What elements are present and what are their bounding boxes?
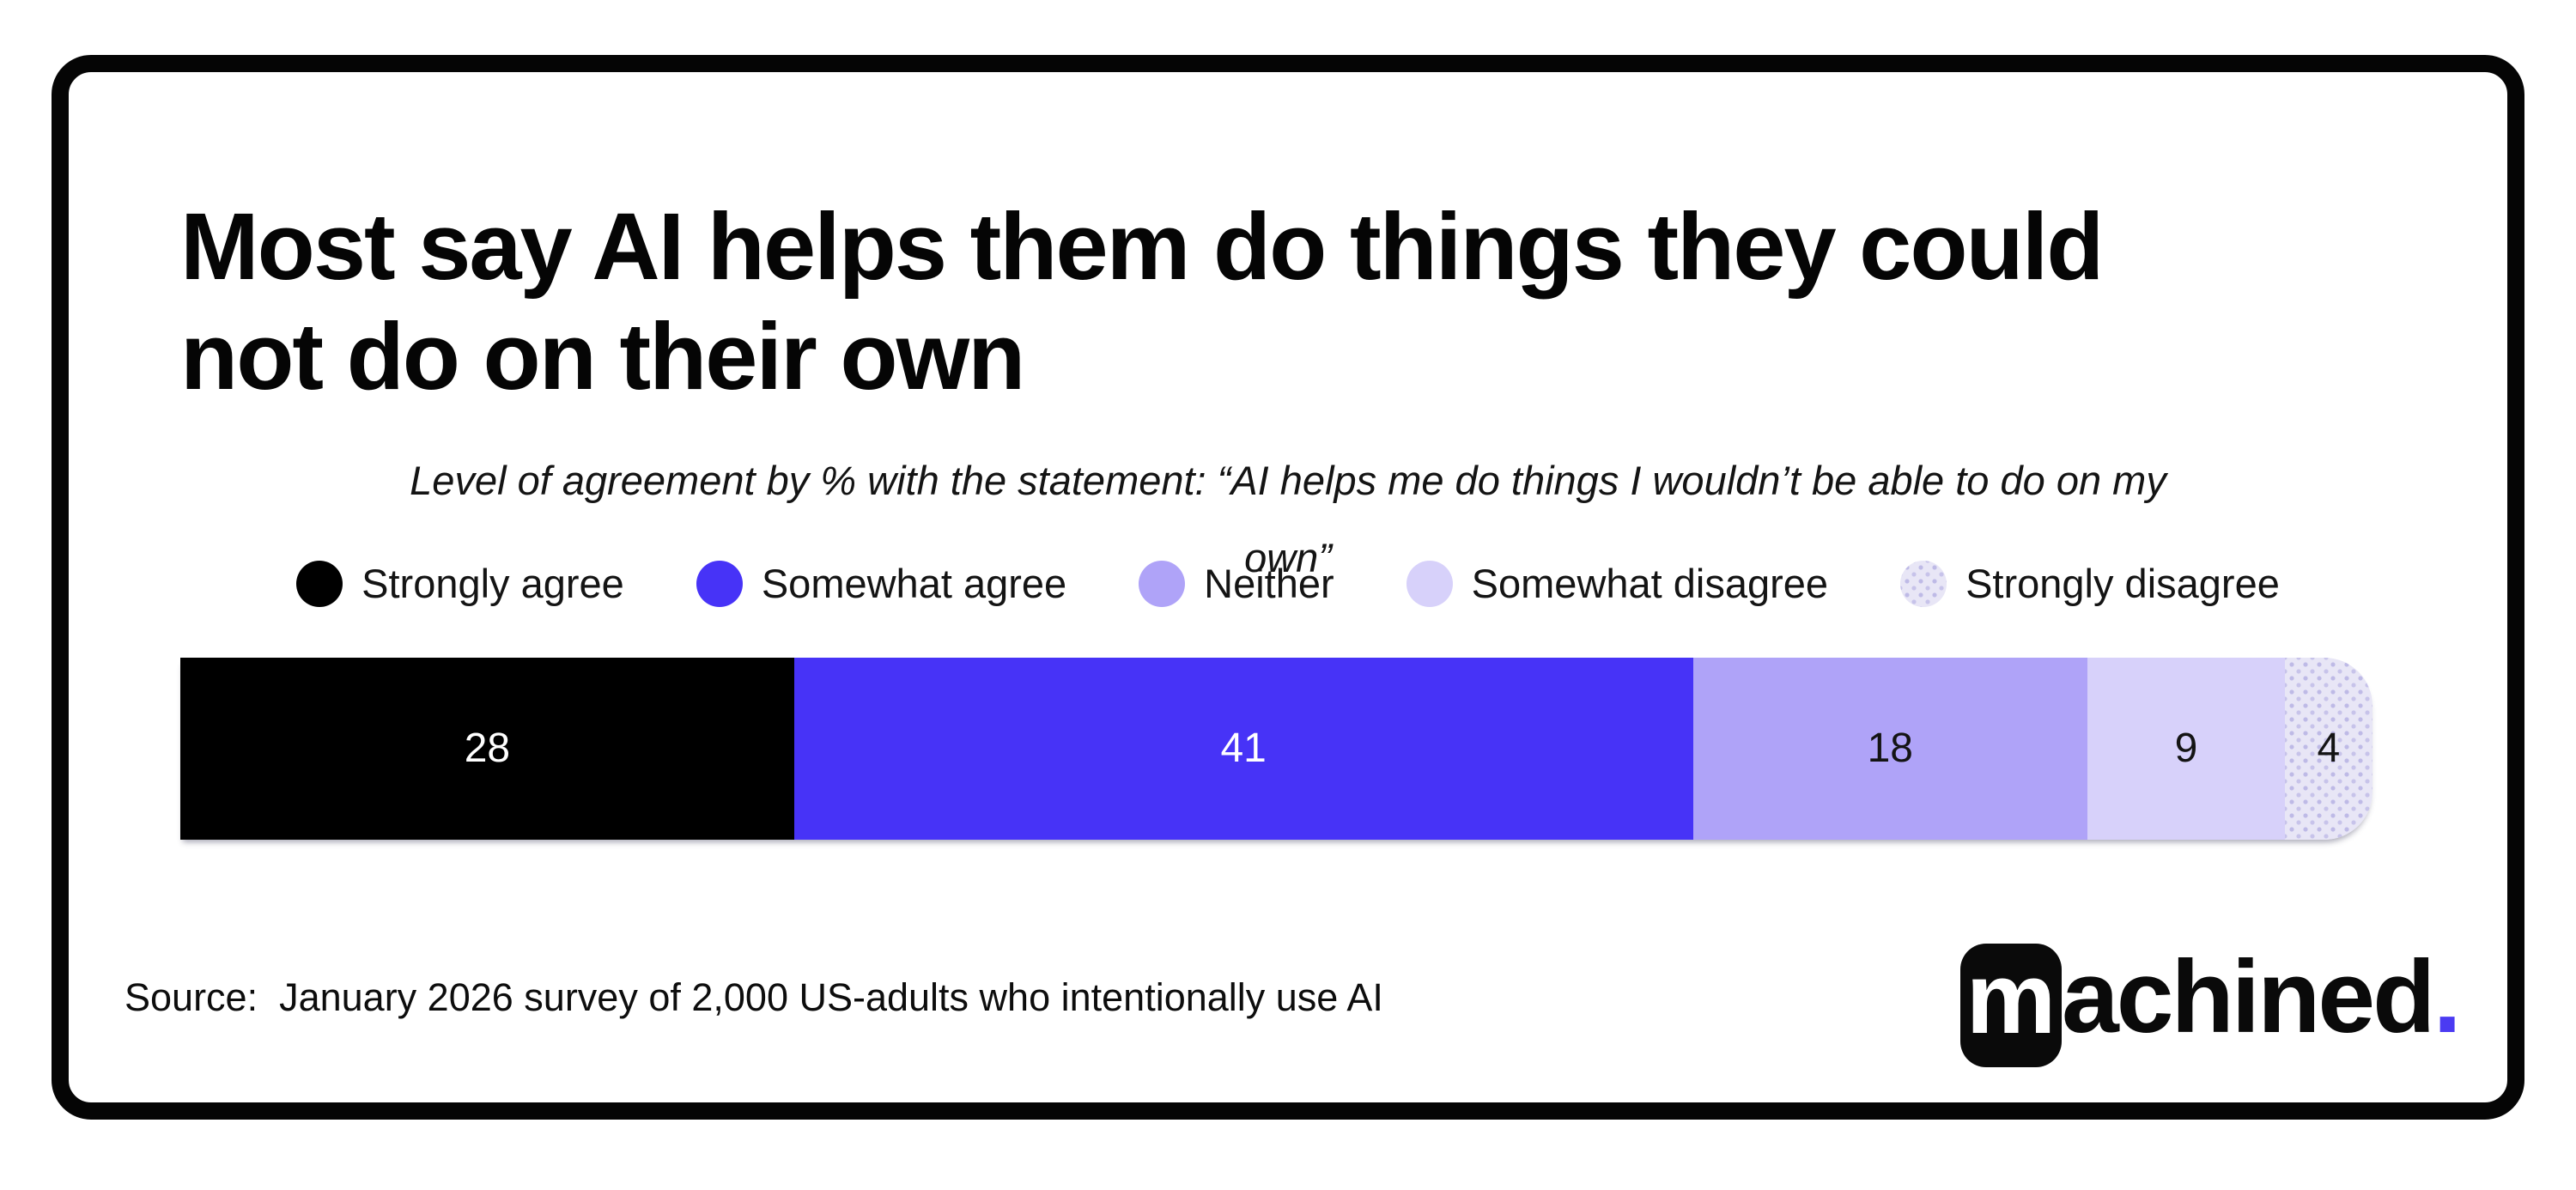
title-line-1: Most say AI helps them do things they co… [180, 193, 2105, 300]
legend-item: Strongly disagree [1900, 560, 2280, 607]
bar-segment: 28 [180, 658, 794, 840]
stacked-bar: 28 41 18 9 4 [180, 658, 2372, 840]
title-line-2: not do on their own [180, 303, 1025, 410]
logo-period: . [2433, 939, 2462, 1054]
border-frame [52, 55, 2524, 1120]
legend-item: Somewhat disagree [1406, 560, 1828, 607]
brand-logo: m achined . [1960, 943, 2462, 1068]
bar-segment: 18 [1692, 658, 2088, 840]
legend-dot-icon [1406, 560, 1453, 607]
bar-segment-label: 41 [1220, 726, 1267, 771]
legend: Strongly agree Somewhat agree Neither Somew… [0, 560, 2576, 607]
logo-m-letter: m [1965, 942, 2057, 1055]
bar-segment-label: 18 [1867, 726, 1913, 771]
subtitle-line-1: Level of agreement by % with the stateme… [410, 458, 2166, 503]
legend-label: Somewhat disagree [1471, 561, 1829, 606]
bar-segment: 4 [2284, 658, 2372, 840]
logo-wordmark: achined [2062, 939, 2435, 1054]
legend-label: Strongly disagree [1965, 561, 2280, 606]
legend-item: Strongly agree [296, 560, 624, 607]
legend-item: Somewhat agree [696, 560, 1066, 607]
legend-dot-icon [1900, 560, 1947, 607]
legend-label: Neither [1204, 561, 1334, 606]
logo-m-tile: m [1960, 944, 2062, 1067]
source-note: Source: January 2026 survey of 2,000 US-… [125, 975, 1383, 1019]
page-title: Most say AI helps them do things they co… [180, 192, 2430, 412]
legend-dot-icon [296, 560, 343, 607]
bar-segment-label: 4 [2317, 726, 2341, 771]
bar-segment: 9 [2087, 658, 2285, 840]
bar-segment-label: 28 [464, 726, 511, 771]
legend-label: Somewhat agree [761, 561, 1067, 606]
legend-label: Strongly agree [361, 561, 624, 606]
bar-segment-label: 9 [2174, 726, 2198, 771]
legend-dot-icon [1139, 560, 1186, 607]
subtitle-line-2: own” [1244, 535, 1332, 580]
legend-item: Neither [1139, 560, 1334, 607]
legend-dot-icon [696, 560, 743, 607]
chart-subtitle: Level of agreement by % with the stateme… [163, 442, 2413, 597]
bar-segment: 41 [793, 658, 1693, 840]
